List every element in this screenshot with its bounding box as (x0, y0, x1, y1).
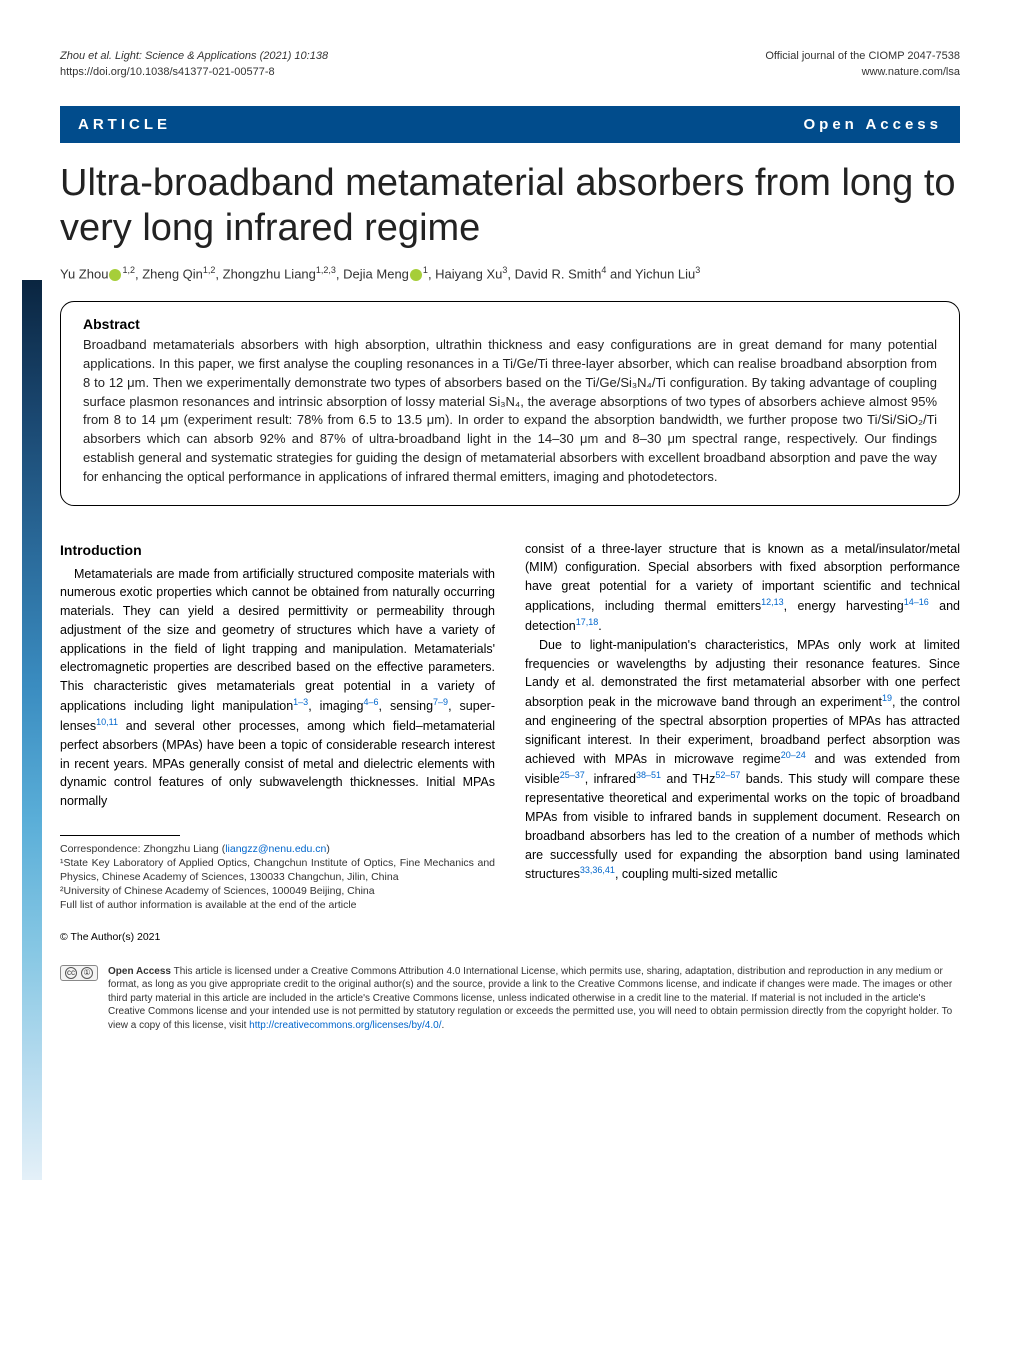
intro-paragraph-1: Metamaterials are made from artificially… (60, 565, 495, 811)
author-4: Dejia Meng (343, 266, 409, 281)
by-icon: ① (81, 967, 93, 979)
ref-52-57[interactable]: 52–57 (715, 770, 740, 780)
p3g: , coupling multi-sized metallic (615, 867, 778, 881)
p1e: and several other processes, among which… (60, 719, 495, 808)
author-1-aff: 1,2 (122, 265, 135, 275)
full-author-info: Full list of author information is avail… (60, 898, 495, 912)
citation-left: Zhou et al. Light: Science & Application… (60, 50, 328, 62)
article-type-label: ARTICLE (78, 116, 171, 133)
author-list: Yu Zhou1,2, Zheng Qin1,2, Zhongzhu Liang… (60, 265, 960, 281)
footnotes: Correspondence: Zhongzhu Liang (liangzz@… (60, 842, 495, 913)
ref-38-51[interactable]: 38–51 (636, 770, 661, 780)
ref-14-16[interactable]: 14–16 (904, 597, 929, 607)
p2b: , energy harvesting (784, 599, 904, 613)
author-5-aff: 3 (502, 265, 507, 275)
cc-badge: cc ① (60, 965, 98, 981)
citation-year: (2021) 10:138 (260, 50, 329, 62)
author-4-aff: 1 (423, 265, 428, 275)
article-banner: ARTICLE Open Access (60, 106, 960, 143)
open-access-label: Open Access (804, 116, 943, 133)
p1c: , sensing (378, 699, 433, 713)
abstract-text: Broadband metamaterials absorbers with h… (83, 336, 937, 487)
corr-close: ) (326, 843, 330, 855)
site-text: www.nature.com/lsa (862, 66, 960, 78)
ref-10-11[interactable]: 10,11 (96, 717, 118, 727)
intro-heading: Introduction (60, 540, 495, 561)
ref-25-37[interactable]: 25–37 (560, 770, 585, 780)
author-7-aff: 3 (695, 265, 700, 275)
copyright-text: Open Access This article is licensed und… (108, 965, 960, 1033)
left-column: Introduction Metamaterials are made from… (60, 540, 495, 913)
p1a: Metamaterials are made from artificially… (60, 567, 495, 713)
footnote-divider (60, 835, 180, 836)
correspondence-line: Correspondence: Zhongzhu Liang (liangzz@… (60, 842, 495, 856)
author-5: Haiyang Xu (435, 266, 502, 281)
author-3: Zhongzhu Liang (223, 266, 316, 281)
affiliation-1: ¹State Key Laboratory of Applied Optics,… (60, 856, 495, 884)
orcid-icon[interactable] (109, 269, 121, 281)
copyright-row: cc ① Open Access This article is license… (60, 965, 960, 1033)
affiliation-2: ²University of Chinese Academy of Scienc… (60, 884, 495, 898)
p3e: and THz (661, 773, 715, 787)
header-row-2: https://doi.org/10.1038/s41377-021-00577… (60, 66, 960, 78)
license-period: . (441, 1020, 444, 1031)
doi-text: https://doi.org/10.1038/s41377-021-00577… (60, 66, 275, 78)
corr-email[interactable]: liangzz@nenu.edu.cn (225, 843, 326, 855)
page-container: Zhou et al. Light: Science & Application… (0, 0, 1020, 1072)
p3d: , infrared (585, 773, 636, 787)
author-6-aff: 4 (601, 265, 606, 275)
author-2: Zheng Qin (142, 266, 203, 281)
open-access-bold: Open Access (108, 966, 171, 977)
right-column: consist of a three-layer structure that … (525, 540, 960, 913)
author-7: Yichun Liu (635, 266, 695, 281)
license-text: This article is licensed under a Creativ… (108, 966, 952, 1031)
ref-17-18[interactable]: 17,18 (576, 617, 599, 627)
author-3-aff: 1,2,3 (316, 265, 336, 275)
copyright-year: © The Author(s) 2021 (60, 931, 960, 943)
intro-paragraph-3: Due to light-manipulation's characterist… (525, 636, 960, 884)
p2d: . (598, 619, 601, 633)
ref-19[interactable]: 19 (882, 693, 892, 703)
journal-right: Official journal of the CIOMP 2047-7538 (765, 50, 960, 62)
abstract-box: Abstract Broadband metamaterials absorbe… (60, 301, 960, 506)
author-2-aff: 1,2 (203, 265, 216, 275)
ref-12-13[interactable]: 12,13 (761, 597, 784, 607)
ref-20-24[interactable]: 20–24 (781, 750, 806, 760)
header-row-1: Zhou et al. Light: Science & Application… (60, 50, 960, 62)
citation-text: Zhou et al. Light: Science & Application… (60, 50, 257, 62)
license-link[interactable]: http://creativecommons.org/licenses/by/4… (249, 1020, 441, 1031)
cc-icon: cc (65, 967, 77, 979)
author-1: Yu Zhou (60, 266, 108, 281)
article-title: Ultra-broadband metamaterial absorbers f… (60, 161, 960, 251)
orcid-icon[interactable] (410, 269, 422, 281)
intro-paragraph-2: consist of a three-layer structure that … (525, 540, 960, 636)
two-column-body: Introduction Metamaterials are made from… (60, 540, 960, 913)
ref-1-3[interactable]: 1–3 (293, 697, 308, 707)
abstract-heading: Abstract (83, 316, 937, 332)
author-6: David R. Smith (515, 266, 602, 281)
ref-7-9[interactable]: 7–9 (433, 697, 448, 707)
ref-33-36-41[interactable]: 33,36,41 (580, 865, 615, 875)
p1b: , imaging (308, 699, 363, 713)
corr-label: Correspondence: Zhongzhu Liang ( (60, 843, 225, 855)
ref-4-6[interactable]: 4–6 (363, 697, 378, 707)
